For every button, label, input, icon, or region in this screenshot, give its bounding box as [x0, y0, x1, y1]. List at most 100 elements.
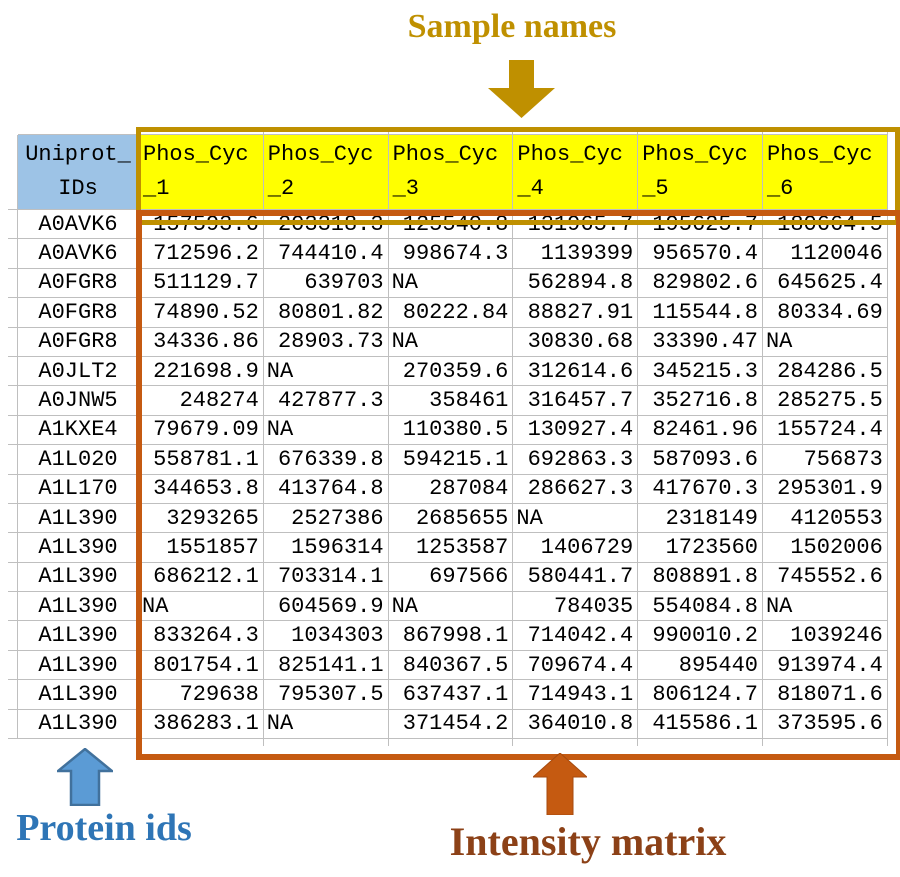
intensity-cell[interactable]: 801754.1 — [139, 650, 264, 681]
intensity-cell[interactable]: 88827.91 — [513, 298, 639, 328]
intensity-cell[interactable]: 1406729 — [513, 533, 639, 563]
intensity-cell[interactable]: 270359.6 — [388, 356, 514, 387]
intensity-cell[interactable]: 371454.2 — [388, 709, 514, 740]
intensity-cell[interactable]: 352716.8 — [638, 386, 763, 416]
intensity-cell[interactable]: 82461.96 — [638, 415, 763, 446]
intensity-cell[interactable]: 703314.1 — [263, 562, 389, 593]
intensity-cell[interactable]: 692863.3 — [513, 445, 639, 475]
intensity-cell[interactable]: 413764.8 — [263, 474, 389, 504]
intensity-cell[interactable]: 373595.6 — [762, 709, 888, 740]
intensity-cell[interactable]: 637437.1 — [388, 680, 514, 710]
protein-id-cell[interactable]: A1L390 — [18, 621, 139, 651]
intensity-cell[interactable]: 1120046 — [762, 239, 888, 269]
intensity-cell[interactable]: 2527386 — [263, 503, 389, 534]
intensity-cell[interactable]: 990010.2 — [638, 621, 763, 651]
uniprot-ids-header[interactable]: Uniprot_ IDs — [18, 135, 139, 210]
intensity-cell[interactable]: 745552.6 — [762, 562, 888, 593]
protein-id-cell[interactable]: A1L390 — [18, 592, 139, 622]
intensity-cell[interactable]: 157593.6 — [139, 210, 264, 240]
intensity-cell[interactable]: 364010.8 — [513, 709, 639, 740]
intensity-cell[interactable]: 554084.8 — [638, 592, 763, 622]
protein-id-cell[interactable]: A0FGR8 — [18, 268, 139, 299]
intensity-cell[interactable]: 1723560 — [638, 533, 763, 563]
protein-id-cell[interactable]: A1L390 — [18, 503, 139, 534]
intensity-cell[interactable]: 998674.3 — [388, 239, 514, 269]
intensity-cell[interactable]: 697566 — [388, 562, 514, 593]
intensity-cell[interactable]: 221698.9 — [139, 356, 264, 387]
intensity-cell[interactable]: 825141.1 — [263, 650, 389, 681]
intensity-cell[interactable]: 895440 — [638, 650, 763, 681]
intensity-cell[interactable]: 30830.68 — [513, 327, 639, 357]
protein-id-cell[interactable]: A1L390 — [18, 533, 139, 563]
protein-id-cell[interactable]: A1KXE4 — [18, 415, 139, 446]
intensity-cell[interactable]: 417670.3 — [638, 474, 763, 504]
intensity-cell[interactable]: 287084 — [388, 474, 514, 504]
intensity-cell[interactable]: 795307.5 — [263, 680, 389, 710]
intensity-cell[interactable]: 806124.7 — [638, 680, 763, 710]
intensity-cell[interactable]: 744410.4 — [263, 239, 389, 269]
intensity-cell[interactable]: 594215.1 — [388, 445, 514, 475]
intensity-cell[interactable]: 562894.8 — [513, 268, 639, 299]
protein-id-cell[interactable]: A0JLT2 — [18, 356, 139, 387]
intensity-cell[interactable]: 833264.3 — [139, 621, 264, 651]
intensity-cell[interactable]: 676339.8 — [263, 445, 389, 475]
intensity-cell[interactable]: 415586.1 — [638, 709, 763, 740]
intensity-cell[interactable]: 580441.7 — [513, 562, 639, 593]
protein-id-cell[interactable]: A0AVK6 — [18, 239, 139, 269]
sample-name-header[interactable]: Phos_Cyc _3 — [388, 135, 514, 210]
intensity-cell[interactable]: 312614.6 — [513, 356, 639, 387]
intensity-cell[interactable]: NA — [388, 327, 514, 357]
intensity-cell[interactable]: 155724.4 — [762, 415, 888, 446]
intensity-cell[interactable]: 316457.7 — [513, 386, 639, 416]
intensity-cell[interactable]: 1039246 — [762, 621, 888, 651]
intensity-cell[interactable]: 840367.5 — [388, 650, 514, 681]
intensity-cell[interactable]: 818071.6 — [762, 680, 888, 710]
protein-id-cell[interactable]: A0FGR8 — [18, 298, 139, 328]
intensity-cell[interactable]: 79679.09 — [139, 415, 264, 446]
intensity-cell[interactable]: 180664.5 — [762, 210, 888, 240]
intensity-cell[interactable]: 686212.1 — [139, 562, 264, 593]
intensity-cell[interactable]: 2318149 — [638, 503, 763, 534]
intensity-cell[interactable]: 829802.6 — [638, 268, 763, 299]
intensity-cell[interactable]: NA — [762, 327, 888, 357]
intensity-cell[interactable]: 714042.4 — [513, 621, 639, 651]
intensity-cell[interactable]: 125540.8 — [388, 210, 514, 240]
sample-name-header[interactable]: Phos_Cyc _4 — [513, 135, 639, 210]
intensity-cell[interactable]: 4120553 — [762, 503, 888, 534]
intensity-cell[interactable]: 604569.9 — [263, 592, 389, 622]
intensity-cell[interactable]: 115544.8 — [638, 298, 763, 328]
protein-id-cell[interactable]: A1L020 — [18, 445, 139, 475]
intensity-cell[interactable]: 712596.2 — [139, 239, 264, 269]
intensity-cell[interactable]: 33390.47 — [638, 327, 763, 357]
intensity-cell[interactable]: 645625.4 — [762, 268, 888, 299]
intensity-cell[interactable]: NA — [139, 592, 264, 622]
sample-name-header[interactable]: Phos_Cyc _2 — [263, 135, 389, 210]
intensity-cell[interactable]: 2685655 — [388, 503, 514, 534]
intensity-cell[interactable]: 956570.4 — [638, 239, 763, 269]
intensity-cell[interactable]: 80222.84 — [388, 298, 514, 328]
intensity-cell[interactable]: 195625.7 — [638, 210, 763, 240]
intensity-cell[interactable]: 130927.4 — [513, 415, 639, 446]
sample-name-header[interactable]: Phos_Cyc _1 — [139, 135, 264, 210]
intensity-cell[interactable]: 295301.9 — [762, 474, 888, 504]
intensity-cell[interactable]: 756873 — [762, 445, 888, 475]
sample-name-header[interactable]: Phos_Cyc _6 — [762, 135, 888, 210]
intensity-cell[interactable]: 358461 — [388, 386, 514, 416]
intensity-cell[interactable]: 558781.1 — [139, 445, 264, 475]
intensity-cell[interactable]: 867998.1 — [388, 621, 514, 651]
intensity-cell[interactable]: 248274 — [139, 386, 264, 416]
intensity-cell[interactable]: 28903.73 — [263, 327, 389, 357]
intensity-cell[interactable]: 784035 — [513, 592, 639, 622]
intensity-cell[interactable]: 1034303 — [263, 621, 389, 651]
intensity-cell[interactable]: 1253587 — [388, 533, 514, 563]
intensity-cell[interactable]: NA — [388, 268, 514, 299]
intensity-cell[interactable]: 1502006 — [762, 533, 888, 563]
intensity-cell[interactable]: 1551857 — [139, 533, 264, 563]
intensity-cell[interactable]: 386283.1 — [139, 709, 264, 740]
intensity-cell[interactable]: 131965.7 — [513, 210, 639, 240]
intensity-cell[interactable]: 913974.4 — [762, 650, 888, 681]
intensity-cell[interactable]: 587093.6 — [638, 445, 763, 475]
intensity-cell[interactable]: NA — [263, 415, 389, 446]
protein-id-cell[interactable]: A1L390 — [18, 562, 139, 593]
intensity-cell[interactable]: 110380.5 — [388, 415, 514, 446]
